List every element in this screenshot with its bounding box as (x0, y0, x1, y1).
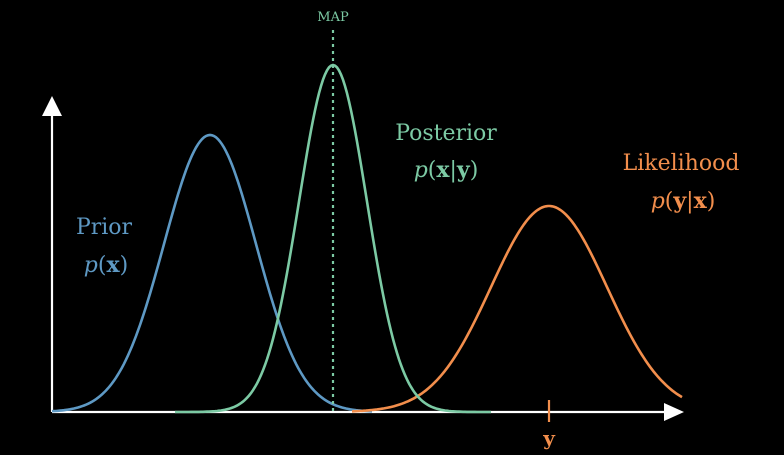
y-axis-arrow (42, 96, 62, 116)
likelihood-formula: p(y|x) (651, 188, 716, 214)
map-label: MAP (317, 10, 349, 25)
posterior-formula: p(x|y) (414, 157, 479, 183)
posterior-label: Posterior (395, 121, 497, 146)
observation-label: y (542, 426, 556, 450)
x-axis-arrow (664, 403, 684, 421)
prior-formula: p(x) (84, 252, 128, 278)
likelihood-label: Likelihood (623, 151, 740, 176)
prior-label: Prior (76, 215, 133, 240)
likelihood-curve (351, 204, 683, 413)
prior-curve (51, 133, 373, 413)
